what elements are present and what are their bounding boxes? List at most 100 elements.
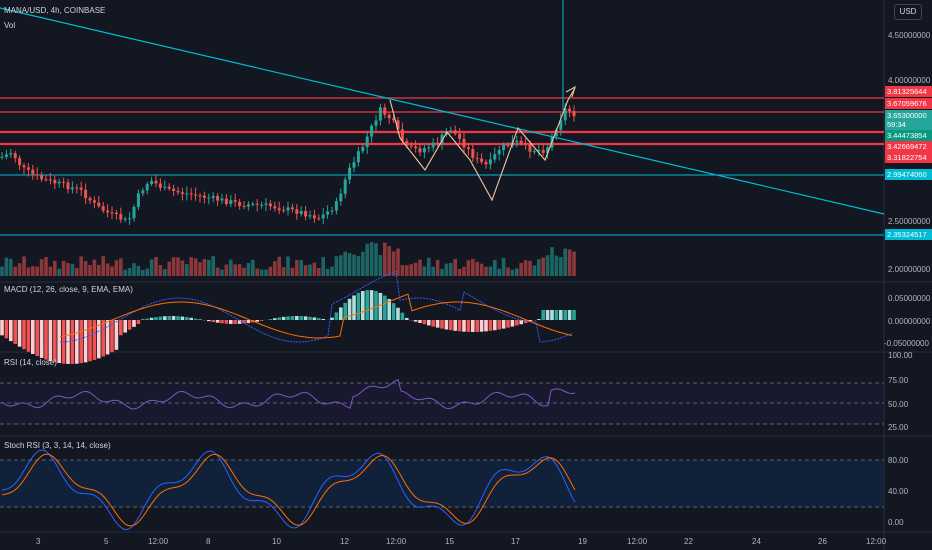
candle-body bbox=[70, 187, 74, 190]
candle-body bbox=[189, 193, 193, 195]
volume-bar bbox=[237, 264, 242, 276]
macd-histogram-bar bbox=[405, 317, 409, 320]
volume-bar bbox=[207, 259, 211, 276]
candle-body bbox=[356, 151, 360, 163]
candle-body bbox=[409, 145, 413, 147]
macd-histogram-bar bbox=[79, 320, 83, 364]
candle-body bbox=[53, 179, 57, 184]
macd-histogram-bar bbox=[559, 310, 563, 320]
volume-bar bbox=[273, 261, 277, 276]
candle-body bbox=[559, 120, 563, 130]
volume-bar bbox=[39, 259, 44, 276]
volume-bar bbox=[537, 259, 541, 276]
macd-histogram-bar bbox=[312, 317, 317, 320]
candle-body bbox=[480, 158, 484, 162]
candle-body bbox=[141, 190, 145, 194]
macd-histogram-bar bbox=[422, 320, 427, 325]
volume-bar bbox=[193, 258, 198, 276]
price-tag: 2.35324517 bbox=[885, 229, 932, 240]
macd-histogram-bar bbox=[449, 320, 453, 331]
currency-button[interactable]: USD bbox=[894, 4, 922, 20]
candle-body bbox=[119, 213, 123, 220]
candle-body bbox=[308, 215, 312, 217]
macd-histogram-bar bbox=[207, 320, 211, 322]
price-tag: 3.42669472 bbox=[885, 141, 932, 152]
price-tag: 3.67059676 bbox=[885, 98, 932, 109]
stoch-title: Stoch RSI (3, 3, 14, 14, close) bbox=[4, 441, 111, 450]
volume-bar bbox=[215, 267, 220, 276]
volume-bar bbox=[295, 260, 299, 276]
svg-text:2.99474060: 2.99474060 bbox=[887, 170, 927, 179]
volume-bar bbox=[75, 268, 79, 276]
candle-body bbox=[431, 142, 435, 148]
macd-histogram-bar bbox=[211, 320, 215, 322]
candle-body bbox=[405, 140, 409, 146]
volume-bar bbox=[171, 257, 176, 276]
candle-body bbox=[326, 211, 330, 215]
pattern-drawing[interactable] bbox=[389, 87, 576, 202]
horizontal-levels[interactable] bbox=[0, 97, 884, 236]
price-tag: 3.81325644 bbox=[885, 86, 932, 97]
macd-histogram-bar bbox=[435, 320, 440, 328]
volume-bar bbox=[545, 255, 550, 276]
macd-histogram-bar bbox=[545, 310, 550, 320]
candle-body bbox=[4, 154, 8, 157]
volume-bar bbox=[352, 254, 356, 276]
volume-bar bbox=[290, 267, 295, 276]
candle-body bbox=[101, 206, 105, 211]
candle-body bbox=[427, 147, 431, 149]
price-tag: 3.31822754 bbox=[885, 152, 932, 163]
volume-bar bbox=[163, 269, 167, 276]
macd-histogram-bar bbox=[198, 319, 202, 320]
candle-body bbox=[255, 203, 259, 205]
svg-text:3.42669472: 3.42669472 bbox=[887, 142, 927, 151]
macd-histogram-bar bbox=[110, 320, 114, 353]
time-tick: 12:00 bbox=[386, 537, 407, 546]
candle-body bbox=[229, 200, 233, 205]
volume-bar bbox=[132, 263, 136, 276]
candle-body bbox=[48, 179, 52, 181]
time-tick: 8 bbox=[206, 537, 211, 546]
macd-histogram-bar bbox=[255, 320, 259, 322]
macd-histogram-bar bbox=[92, 320, 97, 360]
macd-histogram-bar bbox=[356, 292, 361, 320]
candle-body bbox=[158, 183, 162, 188]
candle-body bbox=[462, 138, 466, 148]
macd-histogram-bar bbox=[515, 320, 519, 326]
candle-body bbox=[361, 147, 365, 152]
volume-bar bbox=[70, 263, 75, 276]
price-tag: 3.44473854 bbox=[885, 130, 932, 141]
price-axis-tick: 4.00000000 bbox=[888, 76, 931, 85]
volume-bar bbox=[479, 263, 484, 276]
candle-body bbox=[114, 212, 118, 214]
time-tick: 15 bbox=[445, 537, 454, 546]
volume-bar bbox=[79, 256, 83, 276]
volume-bar bbox=[523, 260, 528, 276]
time-tick: 19 bbox=[578, 537, 587, 546]
volume-bar bbox=[567, 249, 572, 276]
volume-bar bbox=[559, 257, 563, 276]
volume-bar bbox=[396, 248, 400, 276]
candle-body bbox=[295, 209, 299, 214]
macd-histogram-bar bbox=[132, 320, 136, 327]
macd-histogram-bar bbox=[400, 312, 405, 320]
candle-body bbox=[365, 136, 369, 148]
volume-bar bbox=[255, 268, 259, 276]
time-tick: 3 bbox=[36, 537, 41, 546]
macd-histogram-bar bbox=[44, 320, 48, 360]
candle-body bbox=[150, 180, 154, 185]
candle-body bbox=[304, 211, 308, 217]
candle-body bbox=[563, 108, 567, 121]
macd-histogram-bar bbox=[242, 320, 246, 324]
candle-body bbox=[378, 107, 382, 121]
macd-signal-line bbox=[59, 293, 573, 339]
trend-line[interactable] bbox=[0, 7, 885, 215]
candle-body bbox=[167, 186, 171, 189]
volume-bar bbox=[378, 255, 383, 276]
time-axis[interactable]: 3 5 12:00 8 10 12 12:00 15 17 19 12:00 2… bbox=[36, 537, 887, 546]
volume-bar bbox=[501, 257, 506, 276]
volume-bar bbox=[0, 266, 4, 276]
candle-body bbox=[62, 181, 66, 183]
time-tick: 24 bbox=[752, 537, 761, 546]
